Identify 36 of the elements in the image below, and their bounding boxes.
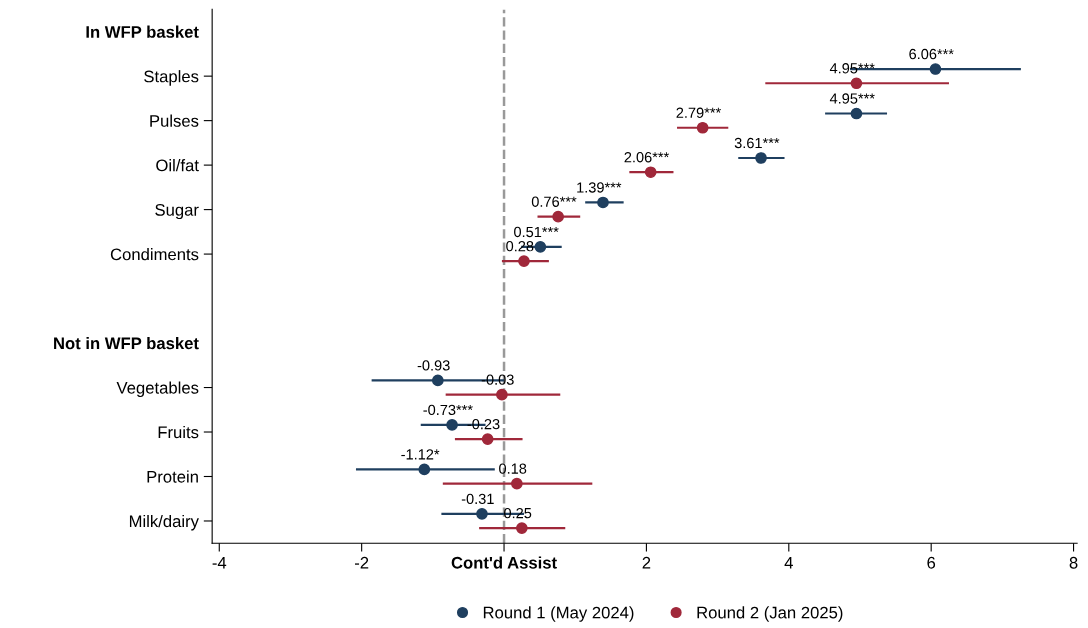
x-tick-label: Cont'd Assist: [451, 556, 557, 569]
y-tick-label: In WFP basket: [86, 25, 199, 38]
data-label: 0.18: [499, 463, 527, 474]
y-tick-label: Sugar: [155, 204, 199, 220]
data-label: 6.06***: [909, 48, 954, 60]
data-label: 4.95***: [829, 93, 875, 104]
y-tick-label: Condiments: [110, 248, 199, 261]
data-label: 0.76***: [531, 196, 577, 207]
y-tick-label: Milk/dairy: [129, 514, 199, 531]
y-tick-label: Not in WFP basket: [54, 337, 199, 350]
data-label: -0.93: [417, 360, 450, 371]
y-tick-label: Protein: [147, 470, 198, 483]
data-label: -0.31: [461, 493, 494, 505]
data-label: -0.23: [467, 418, 500, 430]
x-tick-label: 4: [784, 557, 793, 569]
x-tick-label: 6: [927, 556, 936, 569]
x-tick-label: 8: [1069, 556, 1078, 569]
data-label: 2.06***: [624, 152, 669, 163]
y-tick-label: Oil/fat: [156, 159, 199, 172]
data-label: 4.95***: [829, 63, 875, 74]
y-tick-label: Fruits: [158, 425, 199, 439]
data-label: -0.73***: [423, 404, 473, 416]
y-tick-label: Vegetables: [116, 381, 199, 398]
legend-label: Round 2 (Jan 2025): [697, 606, 843, 622]
x-tick-label: -2: [354, 556, 369, 569]
x-tick-label: -4: [212, 557, 227, 569]
data-label: 1.39***: [577, 182, 622, 193]
data-label: 0.28: [506, 241, 534, 252]
y-tick-label: Pulses: [150, 114, 199, 127]
x-tick-label: 2: [642, 556, 651, 569]
data-label: 2.79***: [676, 107, 721, 118]
legend-label: Round 1 (May 2024): [483, 606, 634, 622]
data-label: 3.61***: [734, 137, 780, 149]
data-label: 0.51***: [514, 226, 559, 238]
y-tick-label: Staples: [144, 70, 199, 86]
data-label: -1.12*: [401, 449, 440, 460]
